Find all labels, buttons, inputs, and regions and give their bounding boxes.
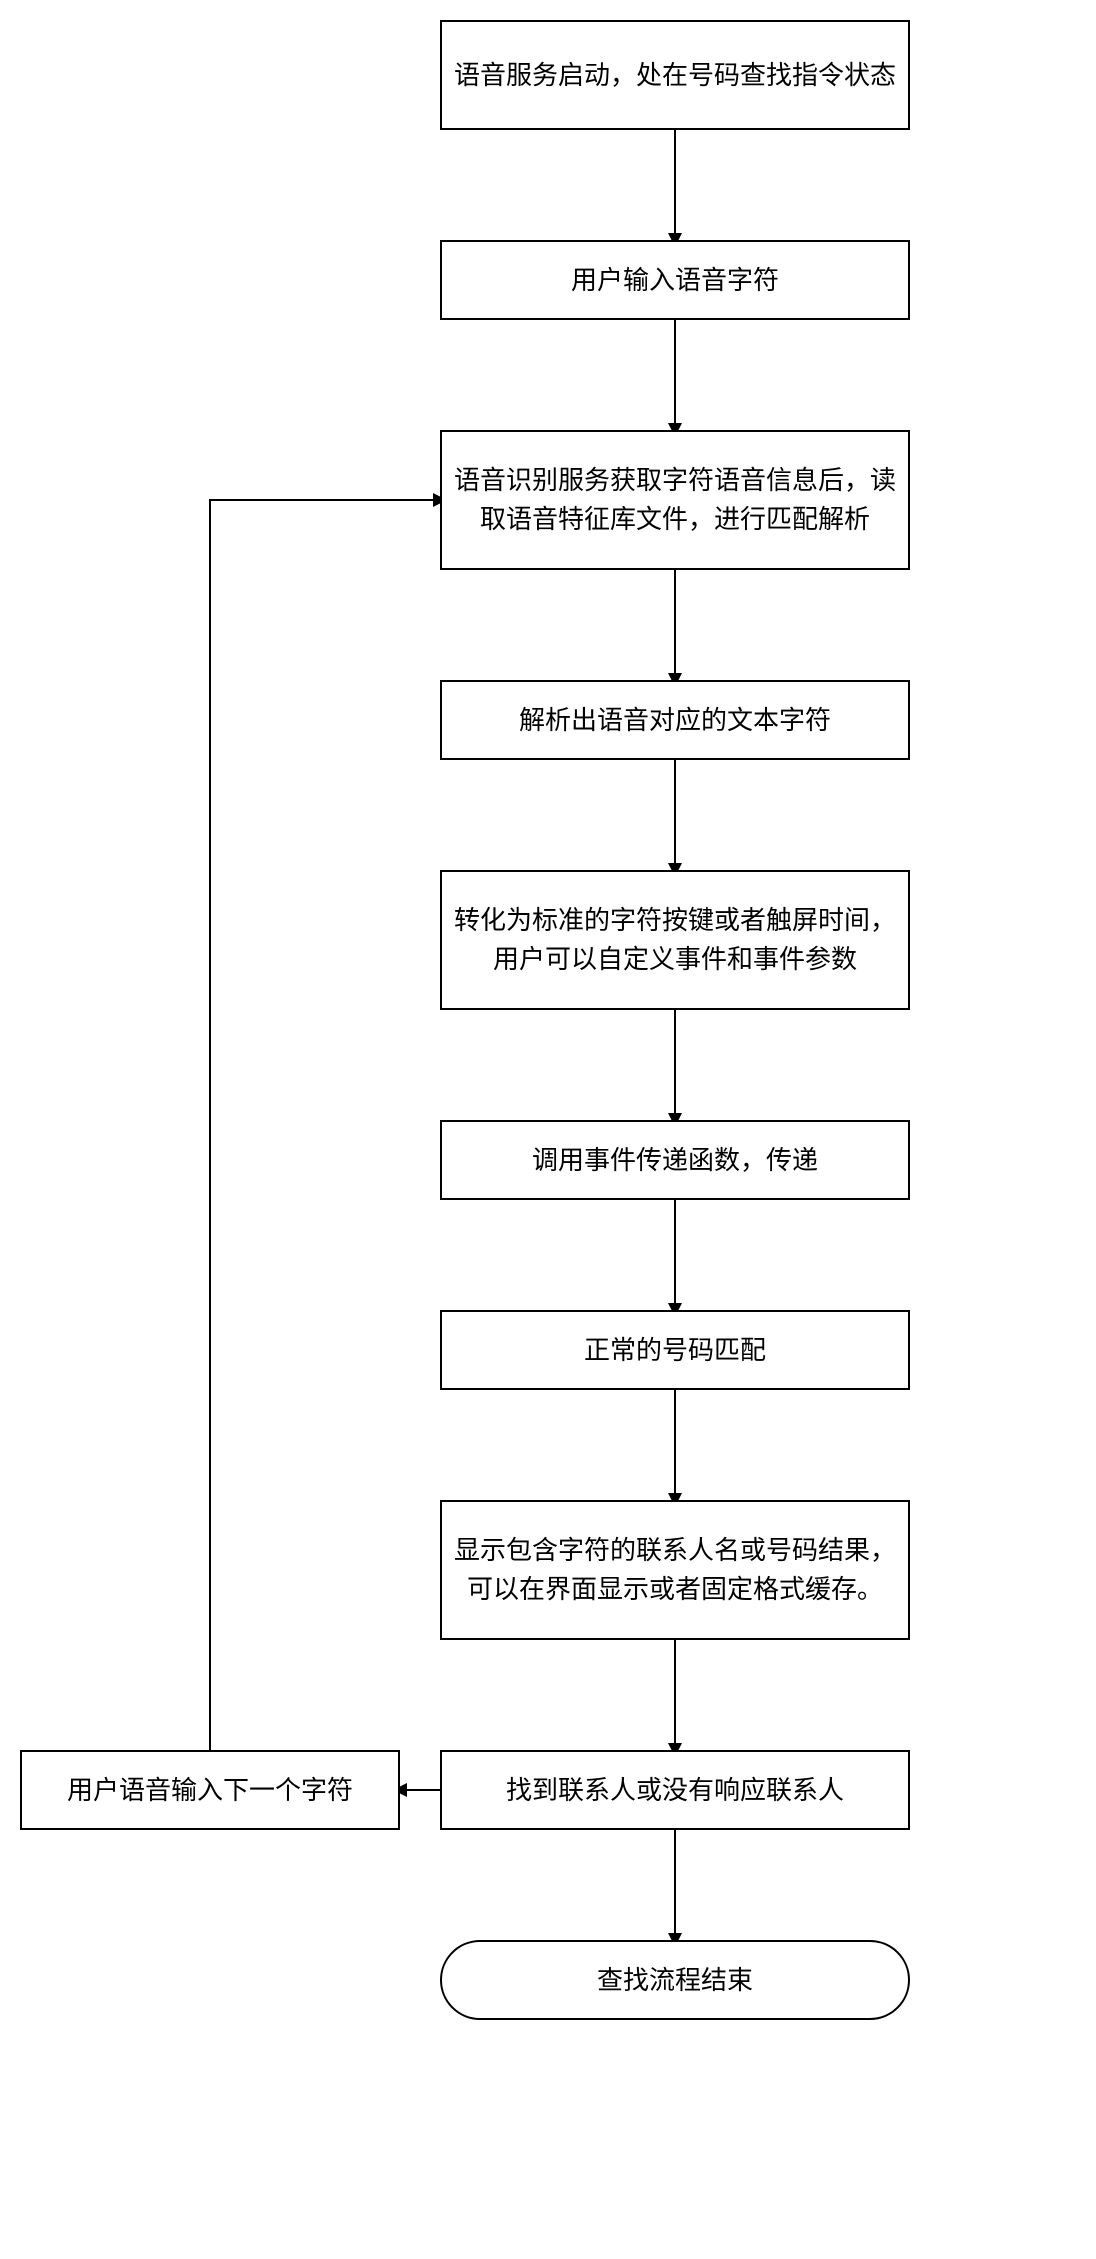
flowchart-node-n3: 语音识别服务获取字符语音信息后，读取语音特征库文件，进行匹配解析 xyxy=(440,430,910,570)
flowchart-node-label: 用户输入语音字符 xyxy=(571,261,779,300)
flowchart-node-n5: 转化为标准的字符按键或者触屏时间，用户可以自定义事件和事件参数 xyxy=(440,870,910,1010)
flowchart-node-n8: 显示包含字符的联系人名或号码结果，可以在界面显示或者固定格式缓存。 xyxy=(440,1500,910,1640)
flowchart-node-label: 语音识别服务获取字符语音信息后，读取语音特征库文件，进行匹配解析 xyxy=(454,461,896,539)
flowchart-node-n11: 查找流程结束 xyxy=(440,1940,910,2020)
flowchart-node-n4: 解析出语音对应的文本字符 xyxy=(440,680,910,760)
flowchart-node-label: 查找流程结束 xyxy=(597,1961,753,2000)
flowchart-node-n10: 用户语音输入下一个字符 xyxy=(20,1750,400,1830)
flowchart-node-n2: 用户输入语音字符 xyxy=(440,240,910,320)
flowchart-node-label: 调用事件传递函数，传递 xyxy=(532,1141,818,1180)
flowchart-node-n6: 调用事件传递函数，传递 xyxy=(440,1120,910,1200)
flowchart-node-n7: 正常的号码匹配 xyxy=(440,1310,910,1390)
flowchart-edge-e11 xyxy=(210,500,440,1750)
flowchart-node-label: 找到联系人或没有响应联系人 xyxy=(506,1771,844,1810)
flowchart-canvas: 语音服务启动，处在号码查找指令状态用户输入语音字符语音识别服务获取字符语音信息后… xyxy=(20,20,1076,2239)
flowchart-node-label: 正常的号码匹配 xyxy=(584,1331,766,1370)
flowchart-node-n9: 找到联系人或没有响应联系人 xyxy=(440,1750,910,1830)
flowchart-node-label: 用户语音输入下一个字符 xyxy=(67,1771,353,1810)
flowchart-node-label: 解析出语音对应的文本字符 xyxy=(519,701,831,740)
flowchart-node-label: 转化为标准的字符按键或者触屏时间，用户可以自定义事件和事件参数 xyxy=(454,901,896,979)
flowchart-node-n1: 语音服务启动，处在号码查找指令状态 xyxy=(440,20,910,130)
flowchart-node-label: 语音服务启动，处在号码查找指令状态 xyxy=(454,56,896,95)
flowchart-node-label: 显示包含字符的联系人名或号码结果，可以在界面显示或者固定格式缓存。 xyxy=(454,1531,896,1609)
